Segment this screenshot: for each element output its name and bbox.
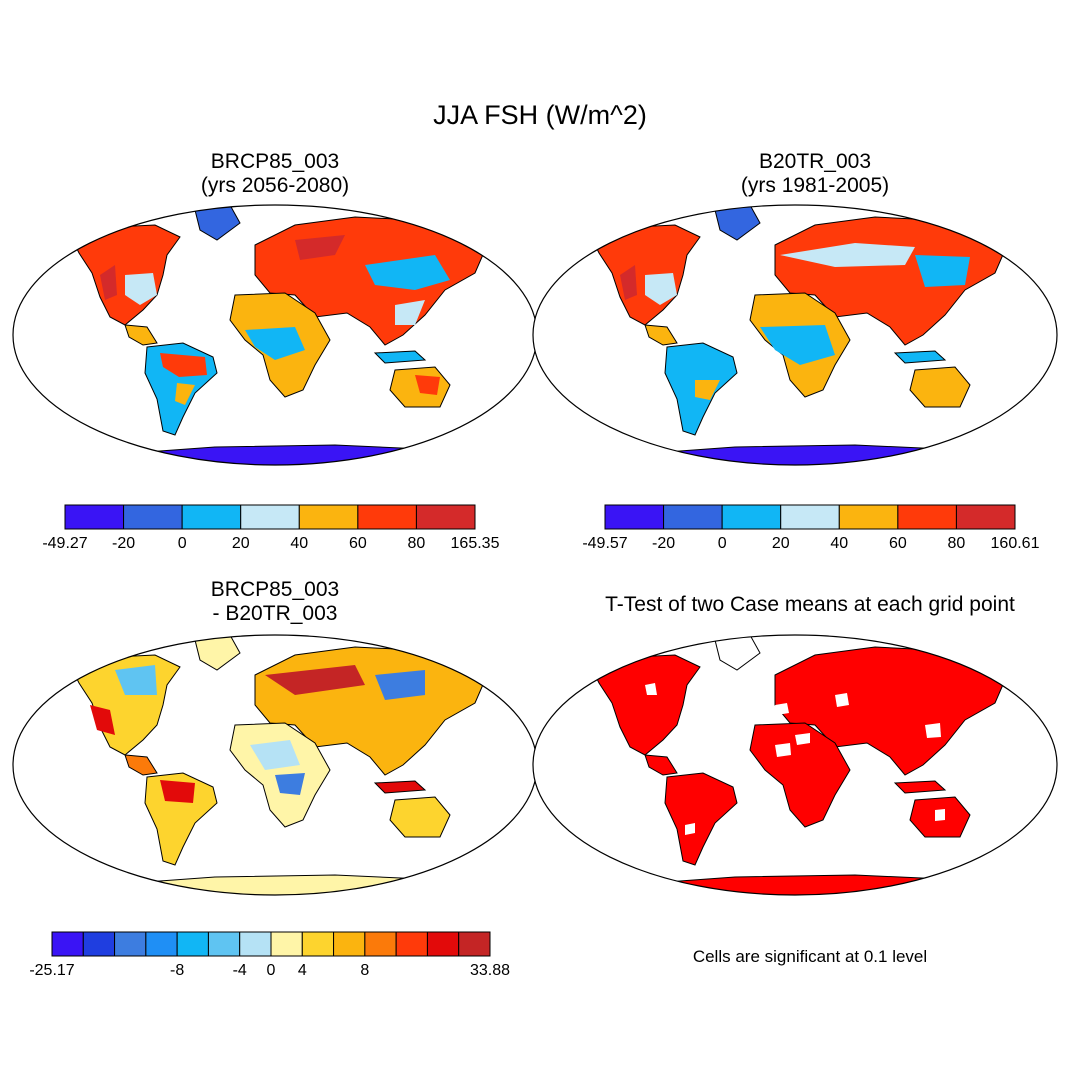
panel2-title: B20TR_003 (yrs 1981-2005) (665, 150, 965, 198)
colorbar-swatch (270, 931, 303, 957)
colorbar-tick-label: 160.61 (991, 535, 1040, 552)
colorbar-swatch (181, 504, 242, 530)
colorbar-tick-label: 20 (772, 535, 790, 552)
colorbar-tick-label: -20 (652, 535, 675, 552)
colorbar-swatch (604, 504, 665, 530)
colorbar-swatch (240, 504, 300, 530)
colorbar-swatch (458, 931, 491, 957)
panel3-map (12, 634, 538, 896)
colorbar-tick-label: 0 (718, 535, 727, 552)
colorbar-tick-label: 0 (267, 962, 276, 979)
central-america (124, 324, 158, 346)
panel3-colorbar: -25.17 -8 -4 0 4 8 33.88 (29, 931, 510, 979)
panel1-colorbar: -49.27 -20 0 20 40 60 80 165.35 (42, 504, 500, 552)
colorbar-swatch (207, 931, 241, 957)
colorbar-tick-label: 60 (349, 535, 367, 552)
colorbar-tick-label: -4 (233, 962, 247, 979)
antarctica (74, 444, 477, 465)
panel1-title-line2: (yrs 2056-2080) (200, 174, 350, 197)
colorbar-tick-label: -25.17 (29, 962, 74, 979)
colorbar-swatch (123, 504, 183, 530)
colorbar-swatch (721, 504, 782, 530)
colorbar-tick-label: 40 (290, 535, 308, 552)
colorbar-swatch (395, 931, 428, 957)
indonesia (373, 350, 427, 364)
colorbar-tick-label: -49.57 (582, 535, 627, 552)
colorbar-swatch (364, 931, 397, 957)
colorbar-swatch (780, 504, 840, 530)
panel3-title-line2: - B20TR_003 (212, 602, 338, 625)
colorbar-swatch (51, 931, 84, 957)
panel1-map (12, 204, 538, 466)
colorbar-swatch (145, 931, 178, 957)
colorbar-swatch (426, 931, 460, 957)
panel2-title-line2: (yrs 1981-2005) (740, 174, 890, 197)
colorbar-tick-label: -8 (170, 962, 184, 979)
colorbar-tick-label: 60 (889, 535, 907, 552)
colorbar-tick-label: 80 (948, 535, 966, 552)
colorbar-swatch (176, 931, 209, 957)
panel3-title: BRCP85_003 - B20TR_003 (125, 578, 425, 626)
panel1-title: BRCP85_003 (yrs 2056-2080) (125, 150, 425, 198)
colorbar-swatch (357, 504, 417, 530)
panel3-title-line1: BRCP85_003 (210, 578, 340, 601)
panel4-title: T-Test of two Case means at each grid po… (605, 593, 1015, 616)
colorbar-tick-label: 40 (830, 535, 848, 552)
colorbar-swatch (114, 931, 147, 957)
figure-title: JJA FSH (W/m^2) (433, 100, 647, 130)
panel2-title-line1: B20TR_003 (758, 150, 872, 173)
colorbar-swatch (333, 931, 366, 957)
panel4-note: Cells are significant at 0.1 level (692, 947, 928, 966)
colorbar-tick-label: 80 (408, 535, 426, 552)
colorbar-swatch (955, 504, 1016, 530)
colorbar-tick-label: 20 (232, 535, 250, 552)
colorbar-tick-label: 165.35 (451, 535, 500, 552)
colorbar-swatch (301, 931, 335, 957)
colorbar-swatch (897, 504, 957, 530)
colorbar-tick-label: 8 (360, 962, 369, 979)
panel2-colorbar: -49.57 -20 0 20 40 60 80 160.61 (582, 504, 1040, 552)
colorbar-swatch (239, 931, 272, 957)
panel4-map (532, 634, 1058, 896)
colorbar-tick-label: 33.88 (470, 962, 510, 979)
colorbar-tick-label: 0 (178, 535, 187, 552)
colorbar-tick-label: -49.27 (42, 535, 87, 552)
panel1-title-line1: BRCP85_003 (210, 150, 340, 173)
colorbar-swatch (415, 504, 476, 530)
colorbar-swatch (298, 504, 359, 530)
colorbar-tick-label: -20 (112, 535, 135, 552)
panel2-map (532, 204, 1058, 466)
colorbar-swatch (82, 931, 116, 957)
colorbar-tick-label: 4 (298, 962, 307, 979)
colorbar-swatch (663, 504, 723, 530)
colorbar-swatch (64, 504, 125, 530)
colorbar-swatch (838, 504, 899, 530)
